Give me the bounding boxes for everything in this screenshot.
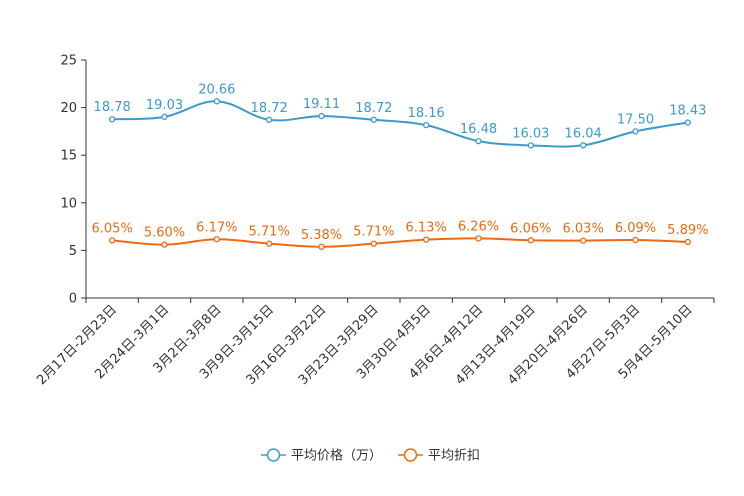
legend-item-0: 平均价格（万）	[261, 448, 382, 464]
data-label: 18.43	[669, 104, 706, 119]
legend: 平均价格（万） 平均折扣	[261, 448, 480, 464]
data-point	[475, 235, 482, 242]
data-label: 6.05%	[92, 221, 133, 236]
data-label: 5.71%	[353, 225, 394, 240]
data-label: 16.04	[565, 126, 602, 141]
data-point	[370, 116, 377, 123]
data-label: 6.26%	[458, 219, 499, 234]
y-tick-label: 5	[69, 244, 77, 259]
data-point	[213, 98, 220, 105]
data-point	[527, 237, 534, 244]
data-label: 6.09%	[615, 221, 656, 236]
data-point	[161, 113, 168, 120]
data-label: 18.16	[408, 106, 445, 121]
y-tick-label: 25	[60, 54, 77, 69]
data-label: 19.03	[146, 98, 183, 113]
data-label: 18.72	[355, 101, 392, 116]
data-label: 5.60%	[144, 226, 185, 241]
data-label: 17.50	[617, 112, 654, 127]
data-label: 18.78	[94, 100, 131, 115]
data-point	[475, 137, 482, 145]
data-label: 20.66	[198, 82, 235, 97]
y-tick-label: 20	[60, 101, 77, 116]
data-label: 5.71%	[249, 225, 290, 240]
data-label: 19.11	[303, 97, 340, 112]
data-point	[109, 116, 116, 123]
data-point	[266, 116, 273, 123]
data-point	[370, 240, 377, 247]
data-point	[109, 237, 116, 244]
data-point	[580, 142, 587, 149]
data-label: 16.03	[512, 126, 549, 141]
legend-marker	[403, 448, 418, 462]
y-tick-label: 15	[60, 149, 77, 164]
data-label: 16.48	[460, 122, 497, 137]
data-point	[684, 119, 691, 126]
series-0: 18.78 19.03 20.66 18.72 19.11 18.72 18.16 16.48…	[94, 82, 706, 149]
data-point	[161, 241, 168, 248]
data-point	[580, 237, 587, 244]
data-point	[266, 240, 273, 247]
data-point	[423, 236, 430, 243]
data-point	[423, 121, 430, 129]
series-line	[112, 237, 688, 248]
data-point	[213, 236, 220, 243]
data-point	[684, 238, 691, 246]
data-label: 6.06%	[510, 221, 551, 236]
data-label: 5.38%	[301, 228, 342, 243]
y-tick-label: 10	[60, 196, 77, 211]
data-label: 6.13%	[406, 221, 447, 236]
series-1: 6.05% 5.60% 6.17% 5.71% 5.38% 5.71% 6.13% 6.26%…	[92, 219, 708, 250]
data-point	[527, 142, 534, 149]
y-tick-label: 0	[69, 292, 77, 307]
data-point	[632, 236, 639, 244]
series-line	[112, 100, 688, 148]
data-point	[318, 112, 325, 120]
data-point	[632, 128, 639, 135]
legend-marker	[266, 448, 281, 462]
data-point	[318, 243, 325, 250]
data-label: 6.17%	[196, 220, 237, 235]
data-label: 5.89%	[667, 223, 708, 238]
legend-item-1: 平均折扣	[398, 448, 480, 464]
legend-label: 平均价格（万）	[291, 448, 382, 464]
legend-label: 平均折扣	[428, 449, 480, 464]
plot-area: 18.78 19.03 20.66 18.72 19.11 18.72 18.16 16.48…	[92, 82, 708, 250]
data-label: 18.72	[251, 101, 288, 116]
data-label: 6.03%	[563, 222, 604, 237]
